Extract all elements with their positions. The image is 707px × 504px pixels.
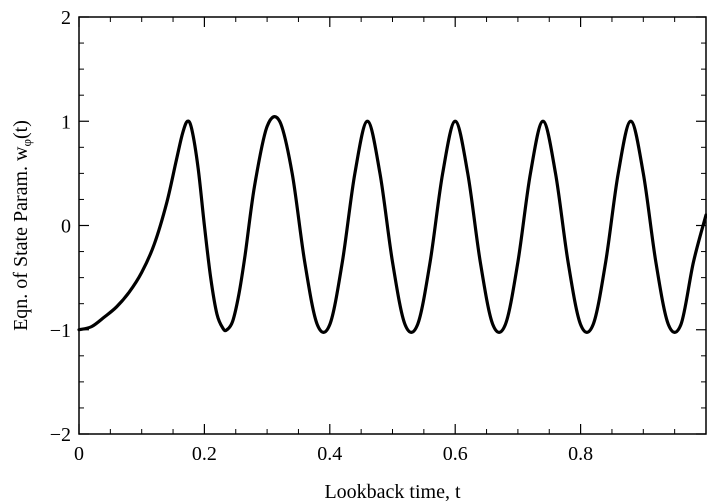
x-tick-label: 0.2 (192, 443, 217, 465)
y-axis-label-tail: (t) (10, 120, 32, 139)
y-tick-label: −2 (50, 424, 71, 446)
x-axis-label: Lookback time, t (324, 481, 461, 503)
y-tick-label: 0 (61, 216, 71, 238)
y-tick-label: 1 (61, 111, 71, 133)
y-tick-label: 2 (61, 7, 71, 29)
y-axis-label: Eqn. of State Param. wφ(t) (10, 120, 34, 331)
series-line (77, 115, 707, 334)
y-tick-label: −1 (50, 320, 71, 342)
x-tick-label: 0.4 (317, 443, 342, 465)
ticks (78, 16, 706, 435)
x-tick-label: 0.8 (568, 443, 593, 465)
tick-labels: 0 0.2 0.4 0.6 0.8 −2 −1 0 1 2 (50, 7, 593, 465)
y-axis-label-subscript: φ (19, 139, 34, 147)
series (77, 115, 707, 334)
x-tick-label: 0 (74, 443, 84, 465)
x-tick-label: 0.6 (443, 443, 468, 465)
y-axis-label-main: Eqn. of State Param. w (10, 146, 32, 331)
